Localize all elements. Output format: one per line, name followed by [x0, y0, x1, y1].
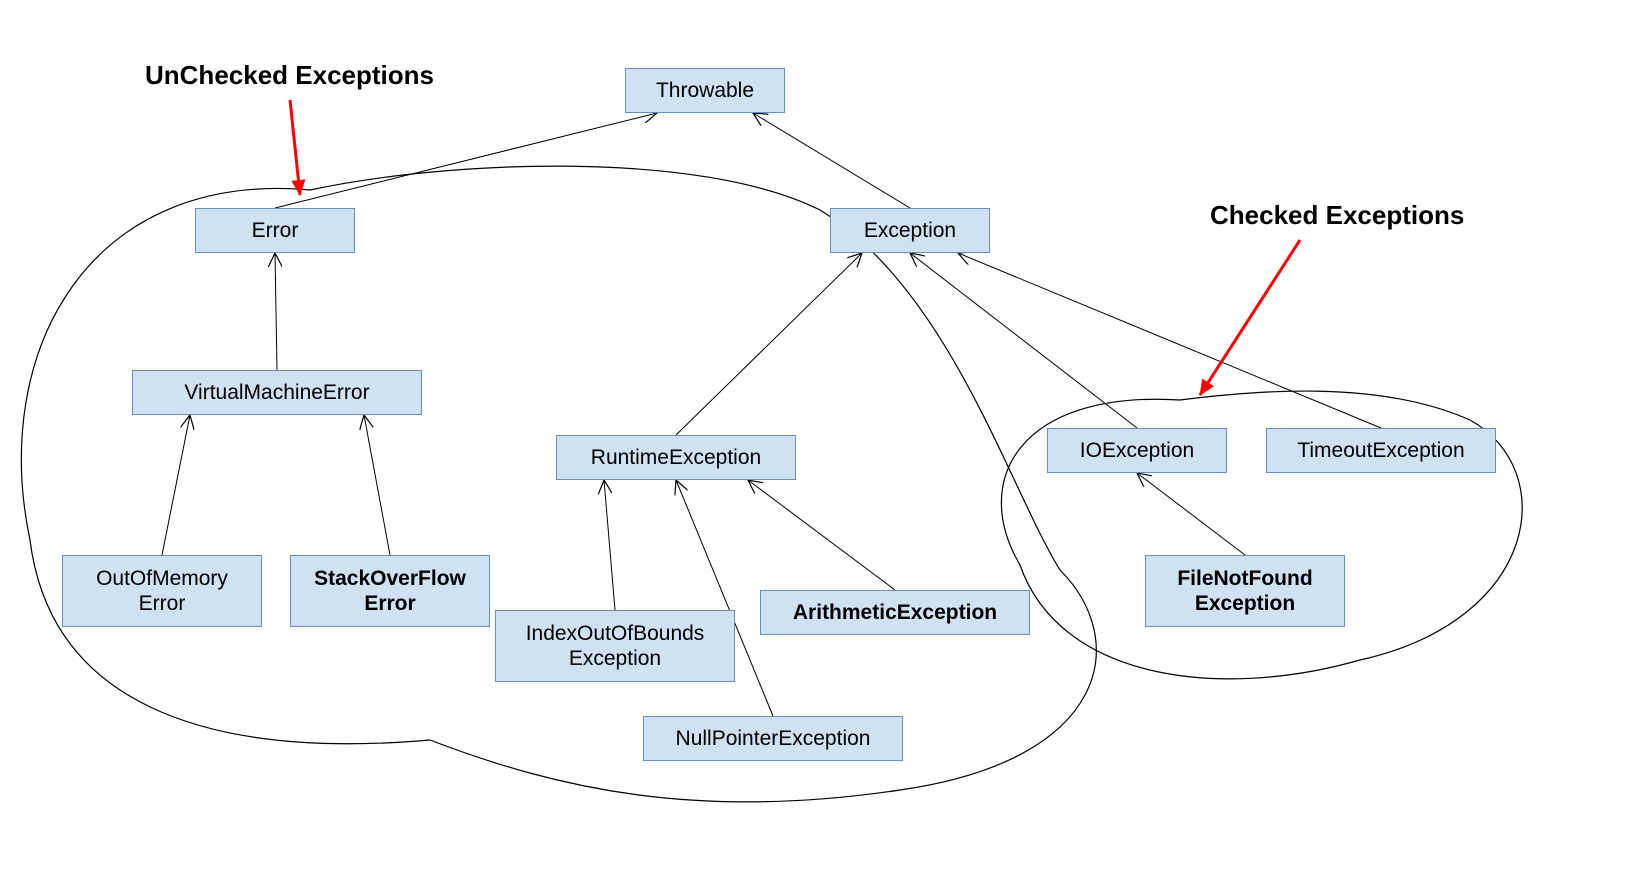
- unchecked-arrow: [290, 100, 300, 195]
- node-runtime: RuntimeException: [556, 435, 796, 480]
- node-ioobe: IndexOutOfBounds Exception: [495, 610, 735, 682]
- diagram-canvas: Throwable Error Exception VirtualMachineErr…: [0, 0, 1634, 884]
- edge-exception-to-throwable: [753, 113, 910, 208]
- edge-vme-to-error: [275, 253, 277, 370]
- node-error: Error: [195, 208, 355, 253]
- edge-runtime-to-exception: [676, 253, 862, 435]
- edge-ioobe-to-runtime: [604, 480, 615, 610]
- edge-fnfe-to-ioexception: [1137, 473, 1245, 555]
- edge-error-to-throwable: [275, 113, 657, 208]
- checked-label: Checked Exceptions: [1210, 200, 1464, 231]
- edge-oom-to-vme: [162, 415, 190, 555]
- node-sof: StackOverFlow Error: [290, 555, 490, 627]
- node-exception: Exception: [830, 208, 990, 253]
- node-npe: NullPointerException: [643, 716, 903, 761]
- checked-arrow: [1200, 240, 1300, 395]
- node-fnfe: FileNotFound Exception: [1145, 555, 1345, 627]
- node-ioexception: IOException: [1047, 428, 1227, 473]
- node-throwable: Throwable: [625, 68, 785, 113]
- node-vme: VirtualMachineError: [132, 370, 422, 415]
- edge-ioexception-to-exception: [910, 253, 1137, 428]
- node-oom: OutOfMemory Error: [62, 555, 262, 627]
- node-timeout: TimeoutException: [1266, 428, 1496, 473]
- node-arith: ArithmeticException: [760, 590, 1030, 635]
- unchecked-group-outline: [21, 166, 1096, 802]
- unchecked-label: UnChecked Exceptions: [145, 60, 434, 91]
- edge-sof-to-vme: [364, 415, 390, 555]
- edge-arith-to-runtime: [748, 480, 895, 590]
- edge-timeout-to-exception: [958, 253, 1381, 428]
